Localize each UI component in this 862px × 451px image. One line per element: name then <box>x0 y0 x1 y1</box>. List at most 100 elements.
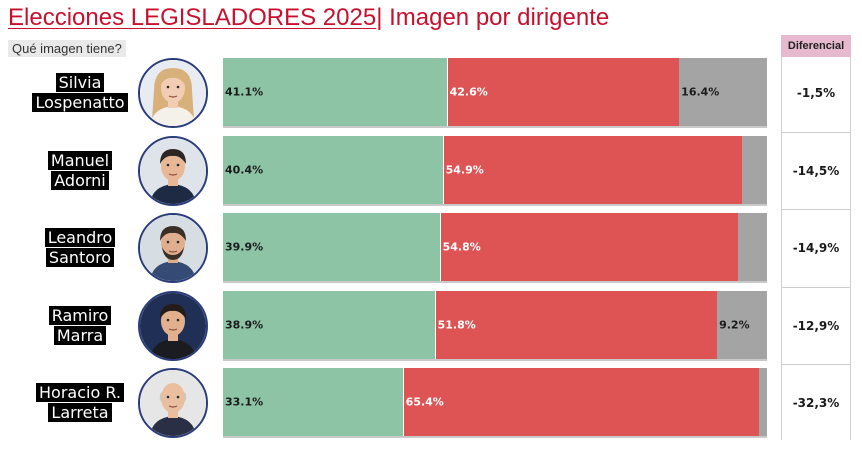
portrait-mouth <box>168 328 178 331</box>
data-label: 33.1% <box>225 395 264 409</box>
candidate-name: Leandro Santoro <box>26 228 134 268</box>
bar-segment-positive: 38.9% <box>223 291 435 359</box>
stacked-bar: 38.9% 51.8% 9.2% <box>223 291 767 361</box>
portrait-shoulders <box>150 184 196 204</box>
bar-segment-positive: 33.1% <box>223 368 403 436</box>
candidate-name-line: Ramiro <box>48 306 112 325</box>
candidate-name-line: Marra <box>53 326 107 345</box>
candidate-photo <box>138 58 208 128</box>
stacked-bar: 41.1% 42.6% 16.4% <box>223 58 768 128</box>
portrait-mouth <box>168 405 178 408</box>
bar-segment-unknown <box>738 213 767 281</box>
candidate-name-line: Leandro <box>44 228 116 247</box>
candidate-name-line: Silvia <box>55 73 105 92</box>
portrait-face <box>161 151 185 181</box>
candidate-row: Silvia Lospenatto 41.1% 42.6% 16.4% -1,5% <box>0 58 862 130</box>
portrait-hair <box>160 304 186 319</box>
data-label: 9.2% <box>719 318 750 332</box>
portrait-eye-right <box>176 318 180 322</box>
differential-value: -12,9% <box>792 319 840 333</box>
bar-segment-unknown <box>742 136 767 204</box>
portrait-shoulders <box>150 106 196 126</box>
data-label: 40.4% <box>225 163 264 177</box>
candidate-name-line: Lospenatto <box>32 93 128 112</box>
person-portrait-icon <box>140 138 206 204</box>
stacked-bar: 39.9% 54.8% <box>223 213 767 283</box>
candidate-name-line: Larreta <box>48 403 112 422</box>
portrait-eye-right <box>176 240 180 244</box>
differential-header: Diferencial <box>781 35 851 57</box>
portrait-beard <box>162 247 184 260</box>
title-suffix: | Imagen por dirigente <box>376 4 610 31</box>
portrait-face <box>161 383 185 413</box>
portrait-eye-left <box>166 318 170 322</box>
differential-value: -14,5% <box>792 164 840 178</box>
stacked-bar: 33.1% 65.4% <box>223 368 767 438</box>
candidate-name: Horacio R. Larreta <box>26 383 134 423</box>
candidate-name-line: Horacio R. <box>36 383 124 402</box>
candidate-row: Horacio R. Larreta 33.1% 65.4% -32,3% <box>0 368 862 440</box>
bar-segment-negative: 51.8% <box>434 291 718 359</box>
data-label: 54.8% <box>442 240 481 254</box>
portrait-eye-right <box>176 395 180 399</box>
portrait-face <box>161 73 185 103</box>
person-portrait-icon <box>140 215 206 281</box>
candidate-photo <box>138 213 208 283</box>
portrait-mouth <box>168 95 178 98</box>
portrait-face <box>161 306 185 336</box>
portrait-shoulders <box>150 339 196 359</box>
portrait-eye-right <box>176 163 180 167</box>
differential-column <box>781 57 851 440</box>
portrait-eye-left <box>166 240 170 244</box>
candidate-name: Manuel Adorni <box>26 151 134 191</box>
portrait-shoulders <box>150 261 196 281</box>
data-label: 51.8% <box>437 318 476 332</box>
differential-separator <box>782 287 850 288</box>
bar-segment-negative: 65.4% <box>402 368 760 436</box>
candidate-photo <box>138 368 208 438</box>
candidate-name: Silvia Lospenatto <box>26 73 134 113</box>
title-main: Elecciones LEGISLADORES 2025 <box>8 4 377 31</box>
portrait-shoulders <box>150 416 196 436</box>
candidate-name: Ramiro Marra <box>26 306 134 346</box>
bar-segment-positive: 40.4% <box>223 136 443 204</box>
bar-segment-negative: 54.9% <box>442 136 743 204</box>
data-label: 16.4% <box>681 85 720 99</box>
bar-segment-unknown <box>759 368 767 436</box>
candidate-photo <box>138 291 208 361</box>
portrait-eye-left <box>166 163 170 167</box>
bar-segment-unknown: 16.4% <box>679 58 768 126</box>
chart-title: Elecciones LEGISLADORES 2025| Imagen por… <box>8 4 609 32</box>
candidate-name-line: Adorni <box>51 171 109 190</box>
candidate-row: Manuel Adorni 40.4% 54.9% -14,5% <box>0 136 862 208</box>
differential-value: -32,3% <box>792 396 840 410</box>
data-label: 41.1% <box>225 85 264 99</box>
person-portrait-icon <box>140 293 206 359</box>
candidate-photo <box>138 136 208 206</box>
bar-segment-positive: 41.1% <box>223 58 447 126</box>
data-label: 54.9% <box>445 163 484 177</box>
portrait-hair <box>160 226 186 241</box>
bar-segment-unknown: 9.2% <box>717 291 767 359</box>
differential-separator <box>782 132 850 133</box>
portrait-hair <box>160 71 186 86</box>
portrait-hair <box>160 149 186 164</box>
person-portrait-icon <box>140 60 206 126</box>
data-label: 65.4% <box>405 395 444 409</box>
differential-separator <box>782 209 850 210</box>
bar-segment-negative: 54.8% <box>439 213 739 281</box>
portrait-eye-left <box>166 85 170 89</box>
candidate-row: Leandro Santoro 39.9% 54.8% -14,9% <box>0 213 862 285</box>
data-label: 42.6% <box>449 85 488 99</box>
portrait-mouth <box>168 173 178 176</box>
candidate-row: Ramiro Marra 38.9% 51.8% 9.2% -12,9% <box>0 291 862 363</box>
differential-value: -1,5% <box>796 86 836 100</box>
differential-value: -14,9% <box>792 241 840 255</box>
stacked-bar: 40.4% 54.9% <box>223 136 767 206</box>
chart-subtitle: Qué imagen tiene? <box>8 40 126 57</box>
portrait-mouth <box>168 250 178 253</box>
data-label: 39.9% <box>225 240 264 254</box>
portrait-eye-left <box>166 395 170 399</box>
candidate-name-line: Manuel <box>47 151 113 170</box>
data-label: 38.9% <box>225 318 264 332</box>
